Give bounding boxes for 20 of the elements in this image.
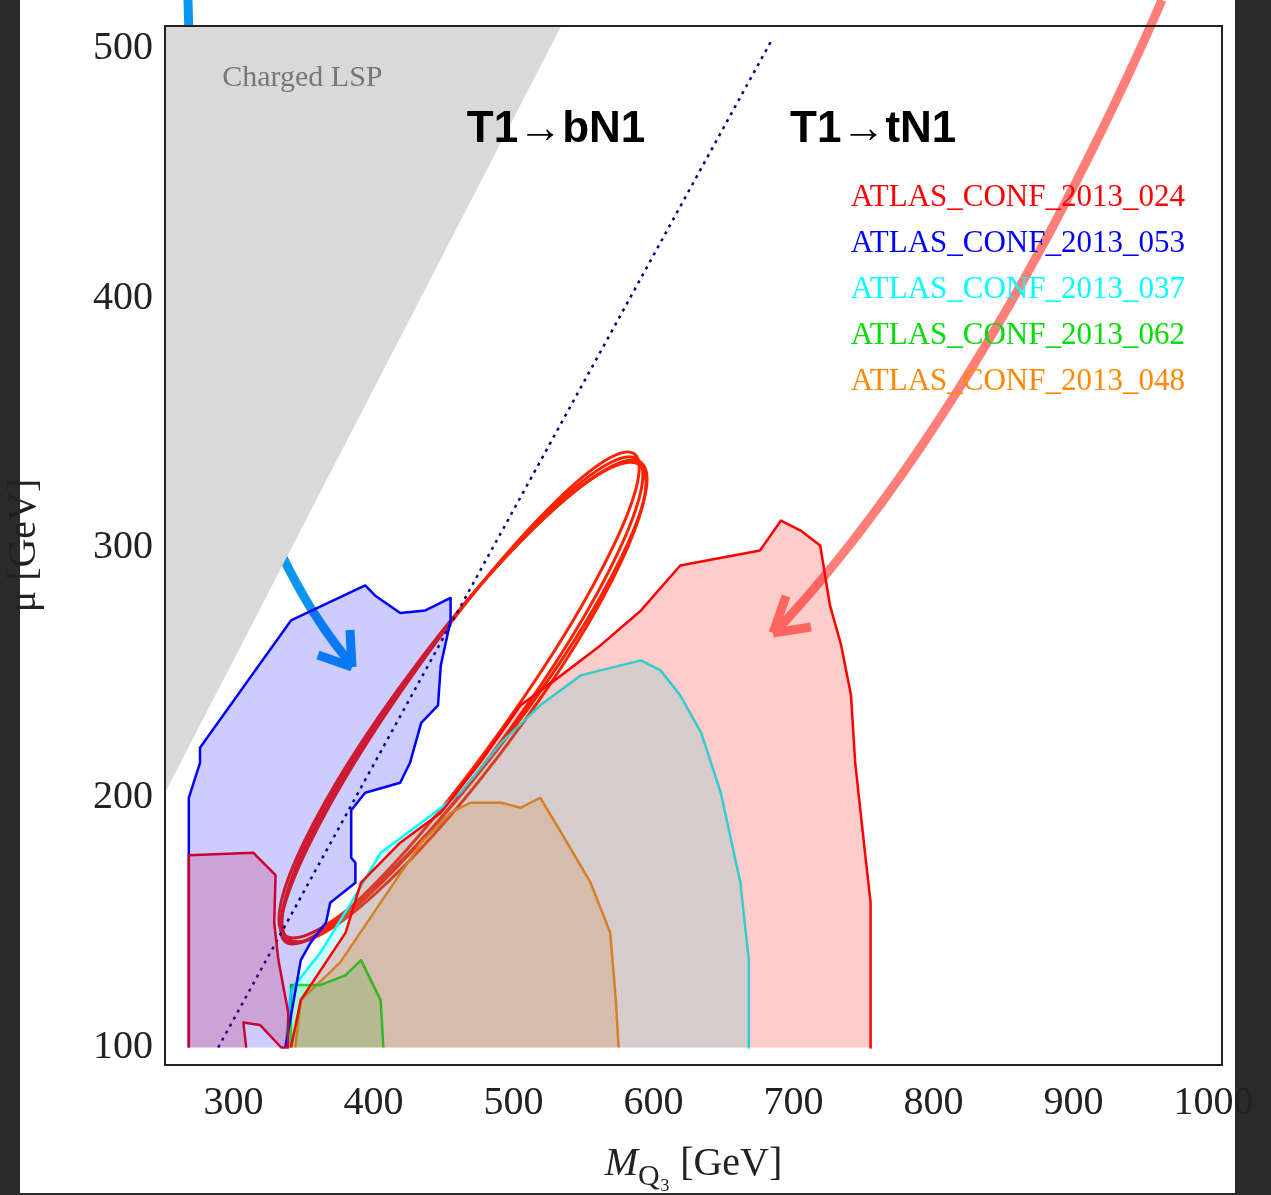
text: ATLAS_CONF_2013_062 [850, 316, 1185, 352]
x-tick-label: 400 [343, 1077, 404, 1123]
y-tick-label: 300 [93, 522, 153, 568]
annotation: T1→bN1 [466, 102, 646, 152]
y-tick-label: 200 [93, 772, 153, 818]
x-tick-label: 300 [203, 1077, 264, 1123]
x-tick-label: 600 [623, 1077, 684, 1123]
text: ATLAS_CONF_2013_024 [850, 178, 1186, 214]
x-tick-label: 700 [763, 1077, 824, 1123]
text: ATLAS_CONF_2013_048 [850, 362, 1185, 398]
annotation: Charged LSP [222, 58, 383, 92]
x-tick-label: 500 [483, 1077, 544, 1123]
x-tick-label: 900 [1043, 1077, 1104, 1123]
y-tick-label: 100 [93, 1022, 153, 1068]
text: ATLAS_CONF_2013_037 [850, 270, 1185, 306]
x-tick-label: 800 [903, 1077, 964, 1123]
text: ATLAS_CONF_2013_053 [850, 224, 1185, 260]
y-tick-label: 500 [93, 22, 153, 68]
y-tick-label: 400 [93, 272, 153, 318]
annotation: T1→tN1 [790, 102, 957, 152]
